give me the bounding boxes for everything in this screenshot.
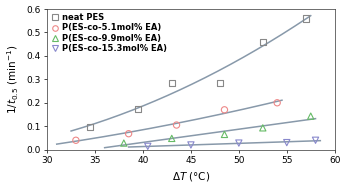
- Y-axis label: $1/t_{0.5}$ (min$^{-1}$): $1/t_{0.5}$ (min$^{-1}$): [6, 45, 21, 114]
- Point: [313, 139, 318, 142]
- Point: [121, 142, 127, 145]
- Point: [284, 141, 290, 144]
- Point: [217, 81, 222, 84]
- Point: [260, 40, 266, 43]
- Point: [88, 125, 93, 128]
- Point: [145, 145, 151, 148]
- X-axis label: $\Delta \mathit{T}$ (°C): $\Delta \mathit{T}$ (°C): [172, 170, 210, 184]
- Point: [222, 133, 227, 136]
- Point: [174, 124, 179, 127]
- Point: [260, 126, 266, 129]
- Point: [126, 132, 131, 135]
- Point: [188, 143, 194, 146]
- Legend: neat PES, P(ES-co-5.1mol% EA), P(ES-co-9.9mol% EA), P(ES-co-15.3mol% EA): neat PES, P(ES-co-5.1mol% EA), P(ES-co-9…: [49, 12, 169, 55]
- Point: [274, 101, 280, 104]
- Point: [308, 115, 313, 118]
- Point: [169, 137, 174, 140]
- Point: [135, 107, 141, 110]
- Point: [222, 108, 227, 111]
- Point: [169, 81, 174, 84]
- Point: [236, 142, 242, 145]
- Point: [303, 17, 309, 20]
- Point: [73, 139, 79, 142]
